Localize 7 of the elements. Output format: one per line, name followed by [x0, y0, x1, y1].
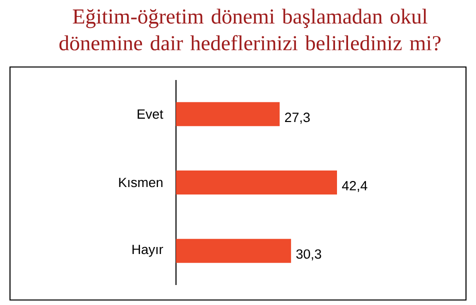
- data-label: 42,4: [342, 181, 368, 192]
- y-tick-label: Kısmen: [119, 178, 162, 188]
- data-label: 27,3: [285, 112, 310, 124]
- data-label: 30,3: [296, 249, 322, 260]
- y-tick-label: Evet: [138, 110, 164, 119]
- y-tick-label: Hayır: [132, 244, 164, 257]
- chart-title: Eğitim-öğretim dönemi başlamadan okul dönemine dair hedeflerinizi belirlediniz mi?: [59, 8, 441, 50]
